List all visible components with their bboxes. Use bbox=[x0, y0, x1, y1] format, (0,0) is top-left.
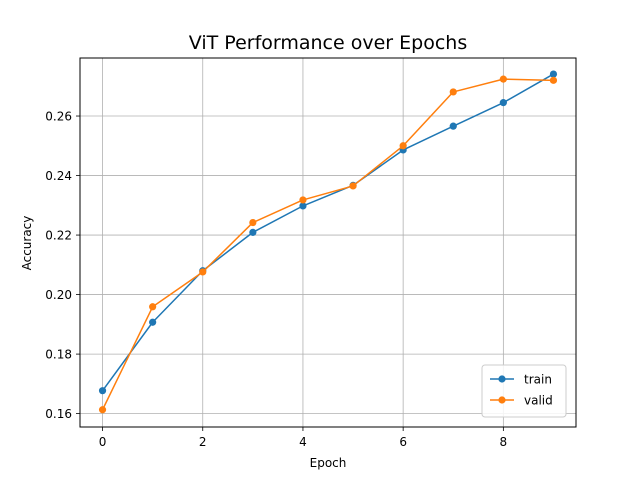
data-point-valid bbox=[249, 218, 257, 227]
series-layer bbox=[98, 70, 558, 414]
y-tick-label: 0.18 bbox=[45, 348, 72, 362]
data-point-train bbox=[149, 318, 157, 326]
x-tick-label: 0 bbox=[99, 435, 107, 449]
data-point-train bbox=[499, 99, 507, 107]
x-tick-label: 4 bbox=[299, 435, 307, 449]
x-axis-label: Epoch bbox=[310, 456, 347, 470]
legend-swatch-marker bbox=[498, 375, 506, 383]
data-point-valid bbox=[399, 142, 407, 150]
legend-swatch-marker bbox=[498, 396, 506, 404]
data-point-valid bbox=[149, 303, 157, 311]
tick-layer: 0 2 4 6 8 0.16 0.18 0.20 0.22 0.24 0.26 bbox=[45, 110, 507, 449]
y-axis-label: Accuracy bbox=[20, 216, 34, 271]
data-point-valid bbox=[299, 196, 307, 204]
y-tick-label: 0.20 bbox=[45, 288, 72, 302]
y-tick-label: 0.26 bbox=[45, 110, 72, 124]
data-point-train bbox=[299, 202, 307, 210]
data-point-valid bbox=[449, 88, 457, 96]
plot-frame bbox=[79, 57, 577, 428]
series-line-valid bbox=[101, 78, 554, 411]
data-point-train bbox=[98, 387, 107, 395]
legend: train valid bbox=[481, 364, 567, 418]
x-tick-label: 2 bbox=[199, 435, 207, 449]
y-tick-label: 0.16 bbox=[45, 407, 72, 421]
data-point-valid bbox=[349, 182, 357, 190]
y-tick-label: 0.22 bbox=[45, 229, 72, 243]
chart-title: ViT Performance over Epochs bbox=[189, 32, 467, 54]
data-point-valid bbox=[549, 76, 558, 84]
series-line-train bbox=[101, 73, 554, 392]
y-tick-label: 0.24 bbox=[45, 169, 72, 183]
data-point-valid bbox=[499, 75, 507, 83]
series-valid bbox=[98, 75, 558, 414]
data-point-train bbox=[249, 228, 257, 236]
grid-layer bbox=[80, 58, 576, 427]
x-tick-label: 8 bbox=[500, 435, 508, 449]
x-tick-label: 6 bbox=[399, 435, 407, 449]
data-point-train bbox=[549, 70, 558, 78]
data-point-train bbox=[449, 122, 457, 130]
legend-label-train: train bbox=[524, 373, 552, 387]
data-point-valid bbox=[199, 268, 207, 276]
data-point-valid bbox=[98, 406, 107, 414]
legend-label-valid: valid bbox=[524, 394, 553, 408]
